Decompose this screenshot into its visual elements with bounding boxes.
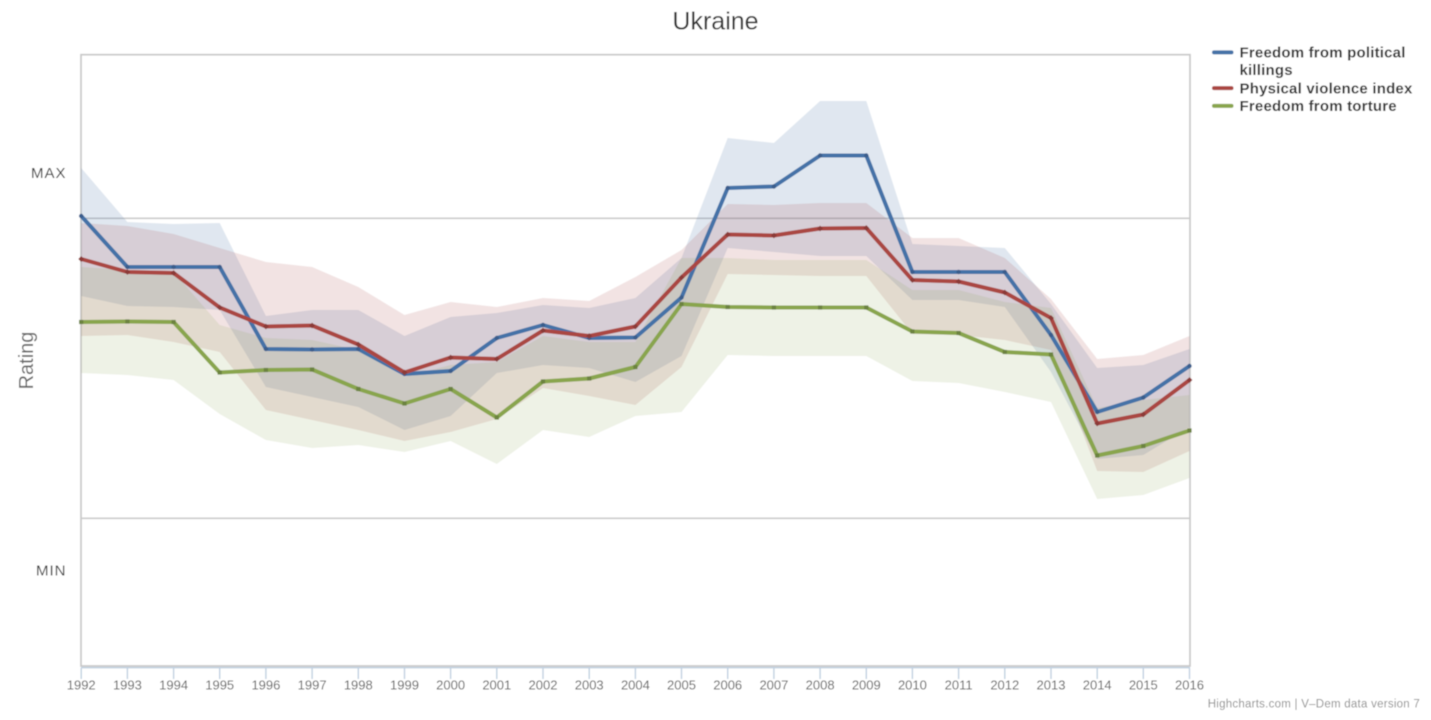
svg-text:2000: 2000 [436, 678, 465, 693]
svg-text:2016: 2016 [1175, 678, 1204, 693]
svg-text:2012: 2012 [990, 678, 1019, 693]
svg-text:2011: 2011 [945, 678, 973, 693]
svg-text:2003: 2003 [575, 678, 604, 693]
svg-text:Freedom from political: Freedom from political [1240, 45, 1406, 62]
svg-text:2005: 2005 [667, 678, 696, 693]
svg-text:1997: 1997 [298, 678, 327, 693]
svg-text:Physical violence index: Physical violence index [1240, 80, 1413, 97]
svg-text:Highcharts.com | V–Dem data ve: Highcharts.com | V–Dem data version 7 [1208, 699, 1420, 711]
svg-text:killings: killings [1240, 62, 1293, 79]
svg-text:1996: 1996 [251, 678, 280, 693]
svg-text:Freedom from torture: Freedom from torture [1240, 98, 1397, 115]
svg-text:MAX: MAX [31, 165, 67, 182]
svg-text:Ukraine: Ukraine [672, 8, 758, 36]
svg-text:2008: 2008 [806, 678, 835, 693]
svg-text:2009: 2009 [852, 678, 881, 693]
svg-text:1998: 1998 [344, 678, 373, 693]
svg-text:1999: 1999 [390, 678, 419, 693]
svg-text:2004: 2004 [621, 678, 650, 693]
svg-text:2015: 2015 [1129, 678, 1158, 693]
svg-text:MIN: MIN [36, 563, 67, 580]
svg-text:Rating: Rating [16, 332, 38, 390]
svg-text:2002: 2002 [529, 678, 558, 693]
svg-text:2006: 2006 [713, 678, 742, 693]
svg-text:2007: 2007 [759, 678, 788, 693]
svg-text:1994: 1994 [159, 678, 188, 693]
svg-text:2010: 2010 [898, 678, 927, 693]
svg-text:1992: 1992 [67, 678, 96, 693]
svg-text:2014: 2014 [1083, 678, 1112, 693]
svg-text:2001: 2001 [482, 678, 511, 693]
svg-text:1993: 1993 [113, 678, 142, 693]
svg-text:1995: 1995 [205, 678, 234, 693]
svg-text:2013: 2013 [1037, 678, 1066, 693]
